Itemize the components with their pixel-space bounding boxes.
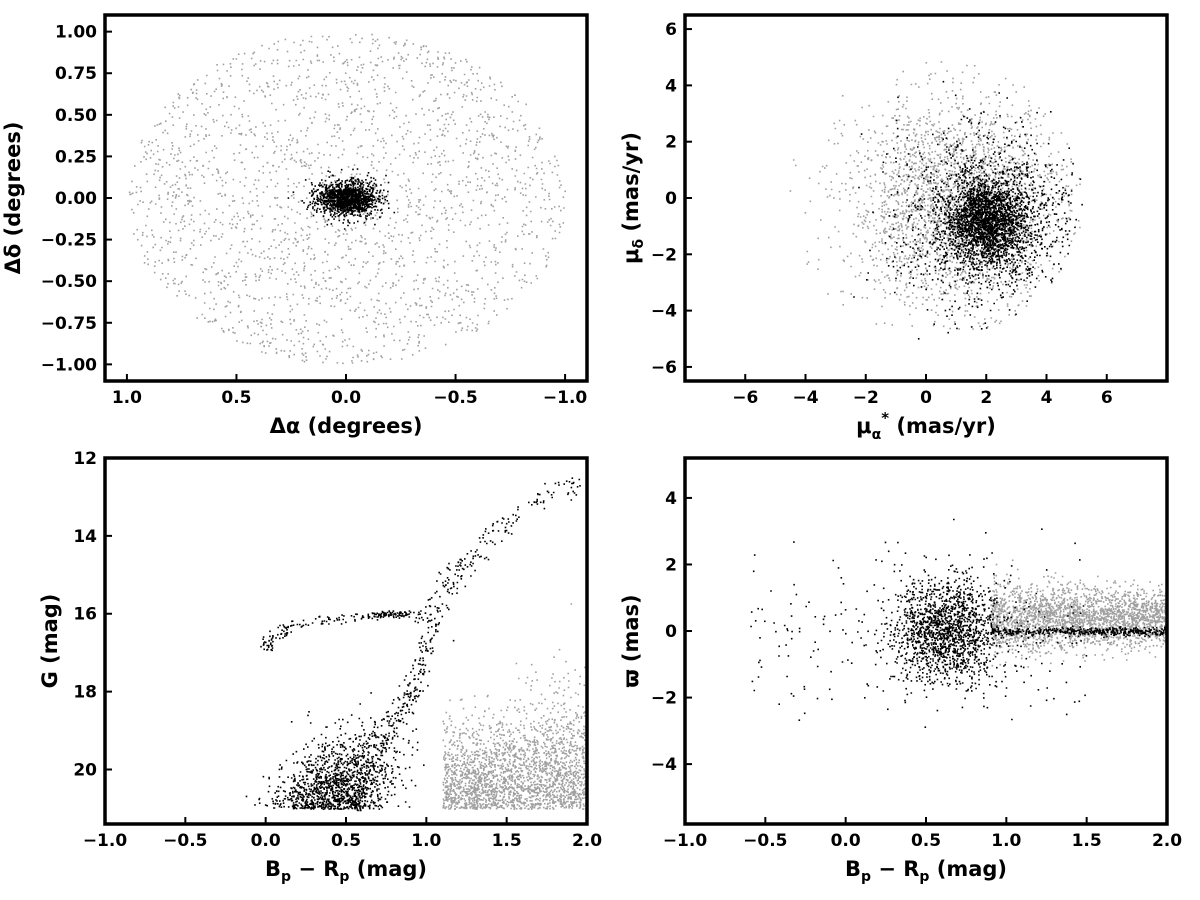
x-tick-label: 0.5	[221, 388, 251, 408]
y-tick-label: 0.50	[55, 106, 97, 126]
proper-motion-points	[789, 61, 1083, 340]
parallax-ylabel: ϖ (mas)	[619, 594, 643, 687]
cmd-ticks: −1.0 −0.5 0.0 0.5 1.0 1.5 2.0 12 14 16 18 20	[73, 449, 602, 851]
scatter-points	[128, 33, 567, 365]
y-tick-label: 0	[665, 189, 677, 209]
y-tick-label: 4	[665, 76, 677, 96]
proper-motion-ticks: −6 −4 −2 0 2 4 6 −6 −4 −2 0 2 4 6	[651, 20, 1113, 408]
y-tick-label: −6	[651, 358, 677, 378]
y-tick-label: 4	[665, 489, 677, 509]
y-tick-label: 0.00	[55, 189, 97, 209]
y-tick-label: 18	[73, 683, 97, 703]
sky-ylabel: Δδ (degrees)	[1, 122, 25, 275]
cmd-points	[245, 477, 589, 812]
x-tick-label: 1.5	[492, 831, 522, 851]
x-tick-label: 6	[1101, 388, 1113, 408]
y-tick-label: 0.75	[55, 64, 97, 84]
y-tick-label: 16	[73, 605, 97, 625]
parallax-xlabel: Bp − Rp (mag)	[845, 857, 1007, 885]
x-tick-label: 1.0	[112, 388, 142, 408]
scatter-points	[853, 80, 1083, 340]
x-tick-label: 2.0	[572, 831, 602, 851]
cmd-panel: −1.0 −0.5 0.0 0.5 1.0 1.5 2.0 12 14 16 18 20 Bp − R…	[38, 449, 602, 885]
y-tick-label: 6	[665, 20, 677, 40]
x-tick-label: −2	[853, 388, 879, 408]
x-tick-label: −1.0	[543, 388, 588, 408]
x-tick-label: 0	[920, 388, 932, 408]
x-tick-label: 4	[1041, 388, 1053, 408]
y-tick-label: 0.25	[55, 147, 97, 167]
x-tick-label: 2.0	[1152, 831, 1182, 851]
x-tick-label: 0.0	[251, 831, 281, 851]
sky-xlabel: Δα (degrees)	[270, 414, 423, 438]
proper-motion-xlabel: μα* (mas/yr)	[856, 409, 996, 443]
sky-position-panel: 1.0 0.5 0.0 −0.5 −1.0 −1.00 −0.75 −0.50 −0.25 0.0…	[1, 13, 589, 438]
x-tick-label: −6	[732, 388, 758, 408]
x-tick-label: 0.5	[911, 831, 941, 851]
scatter-points	[245, 477, 581, 812]
proper-motion-plot-frame	[683, 13, 1169, 383]
y-tick-label: 1.00	[55, 23, 97, 43]
y-tick-label: 2	[665, 133, 677, 153]
x-tick-label: 2	[980, 388, 992, 408]
y-tick-label: −1.00	[41, 355, 97, 375]
y-tick-label: 12	[73, 449, 97, 469]
x-tick-label: −4	[792, 388, 818, 408]
x-tick-label: 1.5	[1072, 831, 1102, 851]
scatter-points	[750, 518, 1169, 728]
x-tick-label: −1.0	[663, 831, 708, 851]
cmd-plot-frame	[103, 456, 589, 826]
scatter-points	[990, 559, 1169, 668]
x-tick-label: −0.5	[163, 831, 207, 851]
y-tick-label: 14	[73, 527, 97, 547]
x-tick-label: −1.0	[83, 831, 128, 851]
scatter-points	[442, 603, 589, 810]
y-tick-label: 20	[73, 760, 97, 780]
y-tick-label: −2	[651, 245, 677, 265]
y-tick-label: −2	[651, 689, 677, 709]
y-tick-label: −4	[651, 302, 677, 322]
parallax-panel: −1.0 −0.5 0.0 0.5 1.0 1.5 2.0 −4 −2 0 2 4 Bp − Rp (…	[619, 456, 1182, 885]
y-tick-label: −0.50	[41, 272, 97, 292]
x-tick-label: 0.5	[331, 831, 361, 851]
x-tick-label: 0.0	[831, 831, 861, 851]
y-tick-label: −0.25	[41, 231, 97, 251]
scatter-points	[789, 61, 1081, 330]
x-tick-label: 1.0	[991, 831, 1021, 851]
x-tick-label: −0.5	[433, 388, 477, 408]
y-tick-label: 0	[665, 622, 677, 642]
cmd-ylabel: G (mag)	[38, 594, 62, 689]
y-tick-label: 2	[665, 555, 677, 575]
scatter-points	[287, 168, 396, 230]
parallax-points	[750, 518, 1169, 728]
sky-points	[128, 33, 567, 365]
parallax-ticks: −1.0 −0.5 0.0 0.5 1.0 1.5 2.0 −4 −2 0 2 4	[651, 489, 1182, 851]
proper-motion-ylabel: μδ (mas/yr)	[619, 132, 647, 264]
x-tick-label: 0.0	[331, 388, 361, 408]
x-tick-label: 1.0	[411, 831, 441, 851]
y-tick-label: −0.75	[41, 314, 97, 334]
cmd-xlabel: Bp − Rp (mag)	[265, 857, 427, 885]
sky-ticks: 1.0 0.5 0.0 −0.5 −1.0 −1.00 −0.75 −0.50 −0.25 0.0…	[41, 23, 588, 408]
y-tick-label: −4	[651, 755, 677, 775]
proper-motion-panel: −6 −4 −2 0 2 4 6 −6 −4 −2 0 2 4 6 μα* (mas/yr) μδ (ma…	[619, 13, 1169, 443]
x-tick-label: −0.5	[743, 831, 787, 851]
